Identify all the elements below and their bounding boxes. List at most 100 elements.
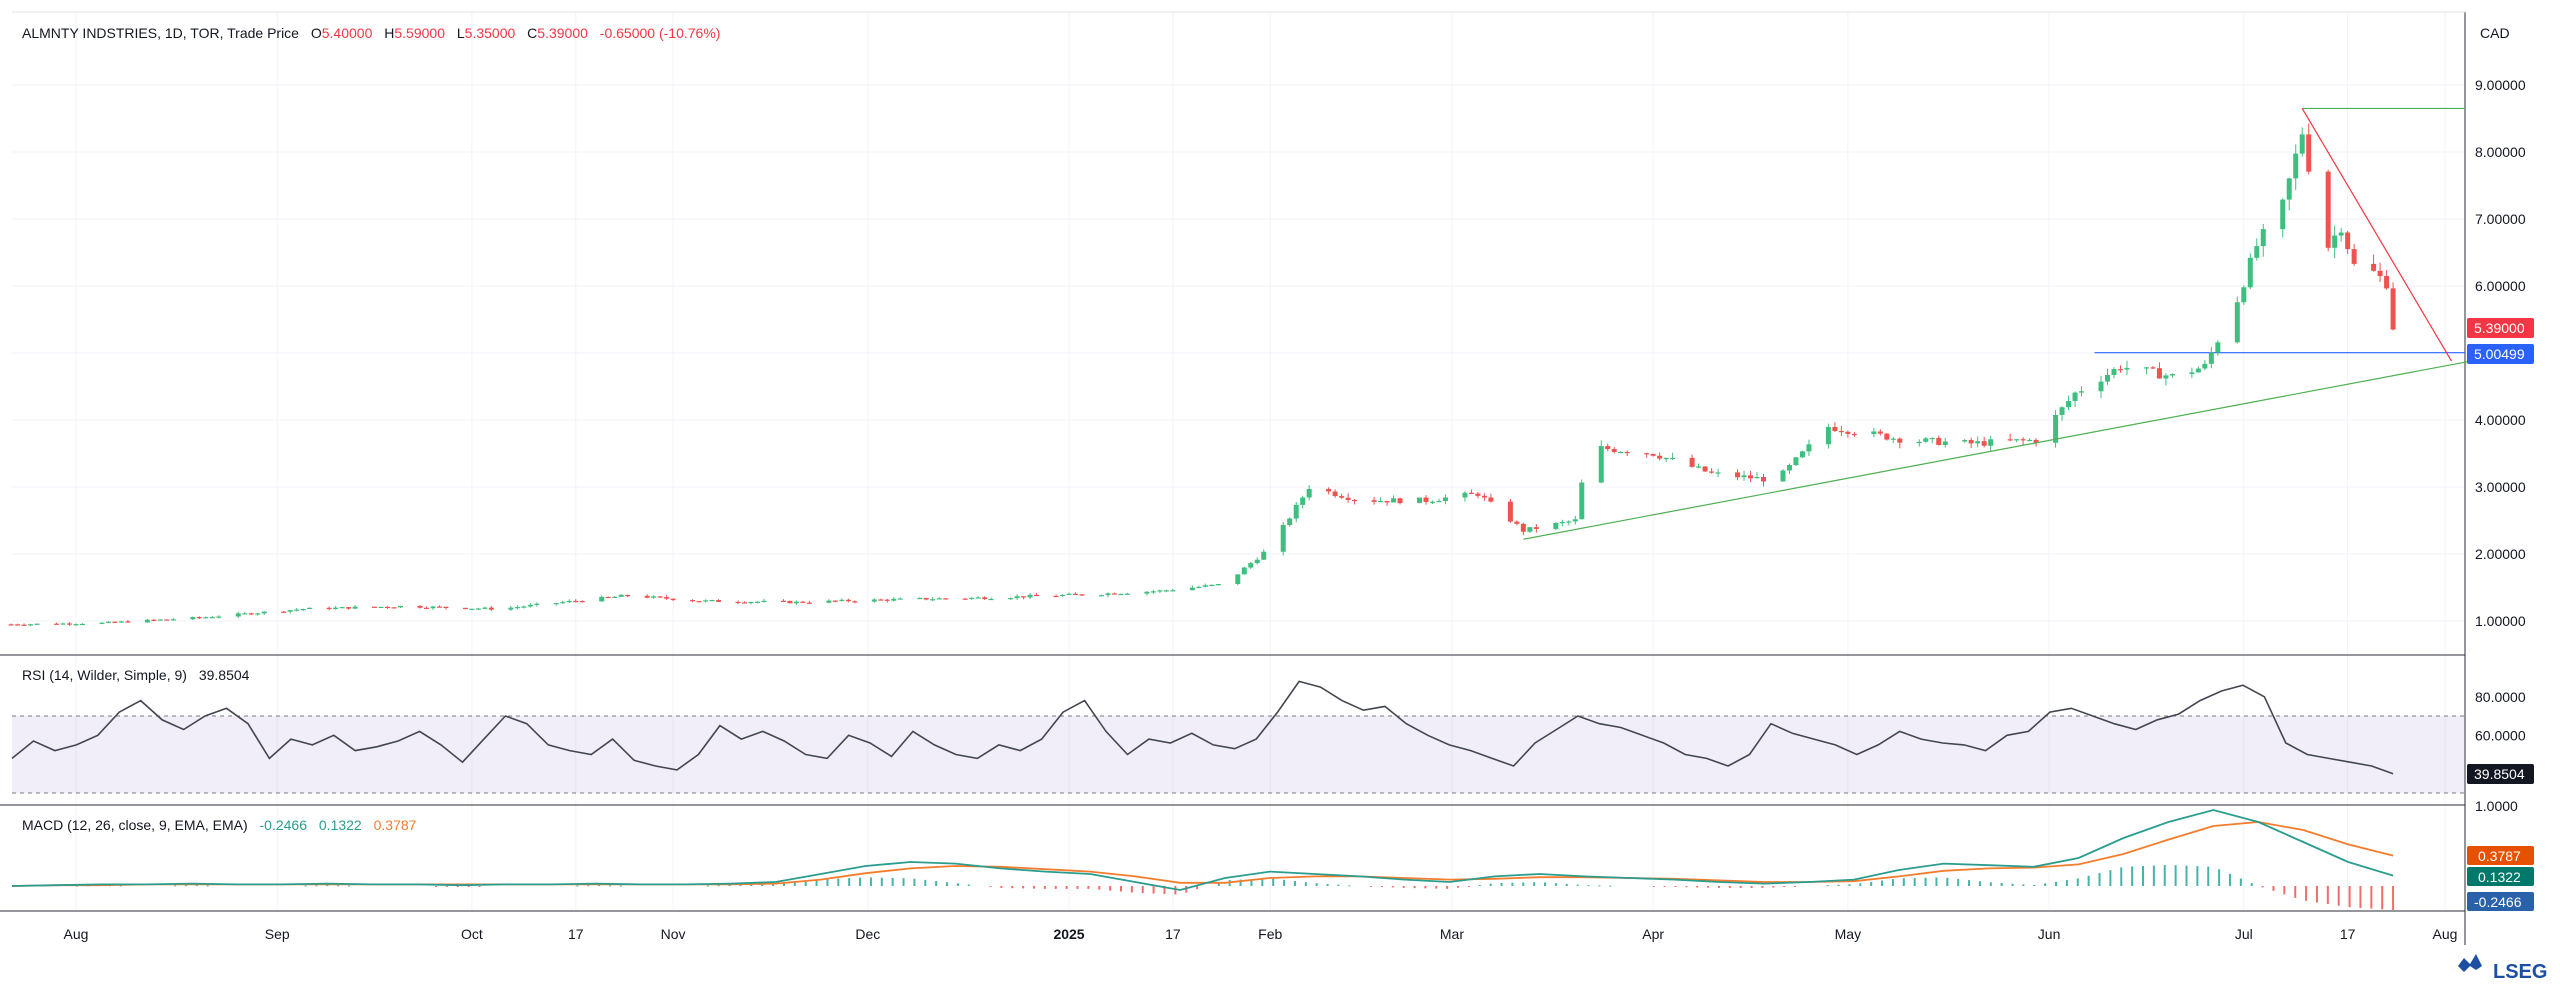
candle-body bbox=[1553, 522, 1559, 529]
candle-body bbox=[2150, 367, 2156, 369]
candle-body bbox=[2215, 342, 2221, 353]
macd-histogram-bar bbox=[2239, 878, 2242, 886]
time-tick-label: May bbox=[1835, 926, 1861, 942]
candle-body bbox=[962, 598, 968, 600]
candle-body bbox=[748, 602, 754, 604]
candle-body bbox=[1111, 593, 1117, 595]
macd-histogram-bar bbox=[1391, 886, 1394, 888]
macd-histogram-bar bbox=[478, 886, 481, 887]
time-tick-label: Nov bbox=[661, 926, 686, 942]
price-tick-label: 2.00000 bbox=[2475, 546, 2526, 562]
candle-body bbox=[2338, 232, 2344, 236]
candle-body bbox=[780, 600, 786, 602]
candle-body bbox=[488, 607, 494, 610]
candle-body bbox=[1248, 563, 1254, 568]
macd-histogram-bar bbox=[1174, 886, 1177, 895]
candle-body bbox=[203, 617, 209, 619]
candle-body bbox=[1851, 433, 1857, 436]
macd-histogram-bar bbox=[2337, 886, 2340, 906]
macd-histogram-bar bbox=[728, 885, 731, 887]
macd-histogram-bar bbox=[869, 877, 872, 886]
candle-body bbox=[690, 600, 696, 602]
macd-histogram-bar bbox=[1424, 886, 1427, 889]
rsi-tick-label: 60.0000 bbox=[2475, 727, 2526, 743]
candle-body bbox=[2117, 369, 2123, 371]
candle-body bbox=[1735, 472, 1741, 478]
candle-body bbox=[1196, 586, 1202, 589]
macd-histogram-bar bbox=[435, 886, 438, 887]
candle-body bbox=[391, 607, 397, 609]
candle-body bbox=[1942, 441, 1948, 445]
time-tick-label: 2025 bbox=[1053, 926, 1084, 942]
macd-histogram-bar bbox=[598, 885, 601, 887]
macd-histogram-bar bbox=[1783, 886, 1786, 888]
candle-body bbox=[1287, 518, 1293, 525]
candle-body bbox=[482, 607, 488, 609]
macd-histogram-bar bbox=[772, 884, 775, 886]
rsi-series bbox=[11, 680, 2394, 775]
macd-histogram-bar bbox=[1794, 886, 1797, 887]
macd-v2: 0.1322 bbox=[319, 817, 362, 833]
candle-body bbox=[125, 621, 131, 623]
candle-body bbox=[1605, 446, 1611, 450]
time-tick-label: Jul bbox=[2235, 926, 2253, 942]
macd-histogram-bar bbox=[2163, 865, 2166, 886]
candle-body bbox=[8, 624, 14, 626]
macd-histogram-bar bbox=[1717, 886, 1720, 888]
price-ticks: 1.000002.000003.000004.000005.000006.000… bbox=[2475, 77, 2526, 814]
macd-histogram-bar bbox=[1924, 877, 1927, 886]
candle-body bbox=[1916, 441, 1922, 444]
macd-histogram-bar bbox=[1609, 885, 1612, 887]
candle-body bbox=[1566, 521, 1572, 523]
candle-body bbox=[398, 605, 404, 608]
candle-body bbox=[248, 613, 254, 615]
time-tick-label: Jun bbox=[2038, 926, 2061, 942]
candle-body bbox=[1481, 495, 1487, 498]
candle-body bbox=[1436, 501, 1442, 503]
candle-body bbox=[430, 606, 436, 609]
macd-tag-3: -0.2466 bbox=[2467, 892, 2534, 911]
candle-body bbox=[644, 595, 650, 598]
macd-histogram-bar bbox=[174, 885, 177, 887]
candle-body bbox=[852, 601, 858, 603]
line-price-tag: 5.00499 bbox=[2467, 344, 2534, 364]
candle-body bbox=[436, 606, 442, 608]
candle-body bbox=[216, 616, 222, 618]
macd-histogram-bar bbox=[1413, 886, 1416, 889]
macd-line bbox=[11, 809, 2394, 891]
macd-histogram-bar bbox=[815, 879, 818, 886]
macd-histogram-bar bbox=[1913, 877, 1916, 886]
time-tick-label: Oct bbox=[461, 926, 483, 942]
candle-body bbox=[1923, 438, 1929, 442]
macd-histogram-bar bbox=[1435, 886, 1438, 889]
candle-body bbox=[2053, 414, 2059, 443]
macd-histogram-bar bbox=[1837, 884, 1840, 886]
macd-histogram-bar bbox=[1968, 880, 1971, 886]
candle-body bbox=[2390, 288, 2396, 330]
candle-body bbox=[1786, 465, 1792, 471]
price-tick-label: 1.00000 bbox=[2475, 613, 2526, 629]
legend-symbol: ALMNTY INDSTRIES, 1D, TOR, Trade Price bbox=[22, 25, 299, 41]
trend-lines bbox=[1523, 108, 2472, 540]
macd-histogram-bar bbox=[1761, 886, 1764, 888]
candle-body bbox=[1468, 492, 1474, 494]
legend-c-value: 5.39000 bbox=[537, 25, 588, 41]
trend-line bbox=[2301, 108, 2453, 362]
macd-histogram-bar bbox=[2033, 884, 2036, 886]
candle-body bbox=[878, 599, 884, 601]
candle-body bbox=[1975, 441, 1981, 444]
macd-histogram-bar bbox=[326, 885, 329, 887]
rsi-legend: RSI (14, Wilder, Simple, 9) 39.8504 bbox=[22, 667, 250, 683]
candle-body bbox=[1754, 476, 1760, 479]
macd-histogram-bar bbox=[1652, 886, 1655, 887]
macd-histogram-bar bbox=[1935, 877, 1938, 886]
macd-histogram-bar bbox=[2055, 881, 2058, 886]
candle-body bbox=[462, 607, 468, 610]
candle-body bbox=[469, 608, 475, 610]
candle-body bbox=[1806, 444, 1812, 452]
candle-body bbox=[1202, 585, 1208, 587]
candle-body bbox=[1300, 497, 1306, 505]
candle-body bbox=[553, 603, 559, 605]
macd-histogram-bar bbox=[1011, 886, 1014, 889]
macd-histogram-bar bbox=[337, 885, 340, 887]
